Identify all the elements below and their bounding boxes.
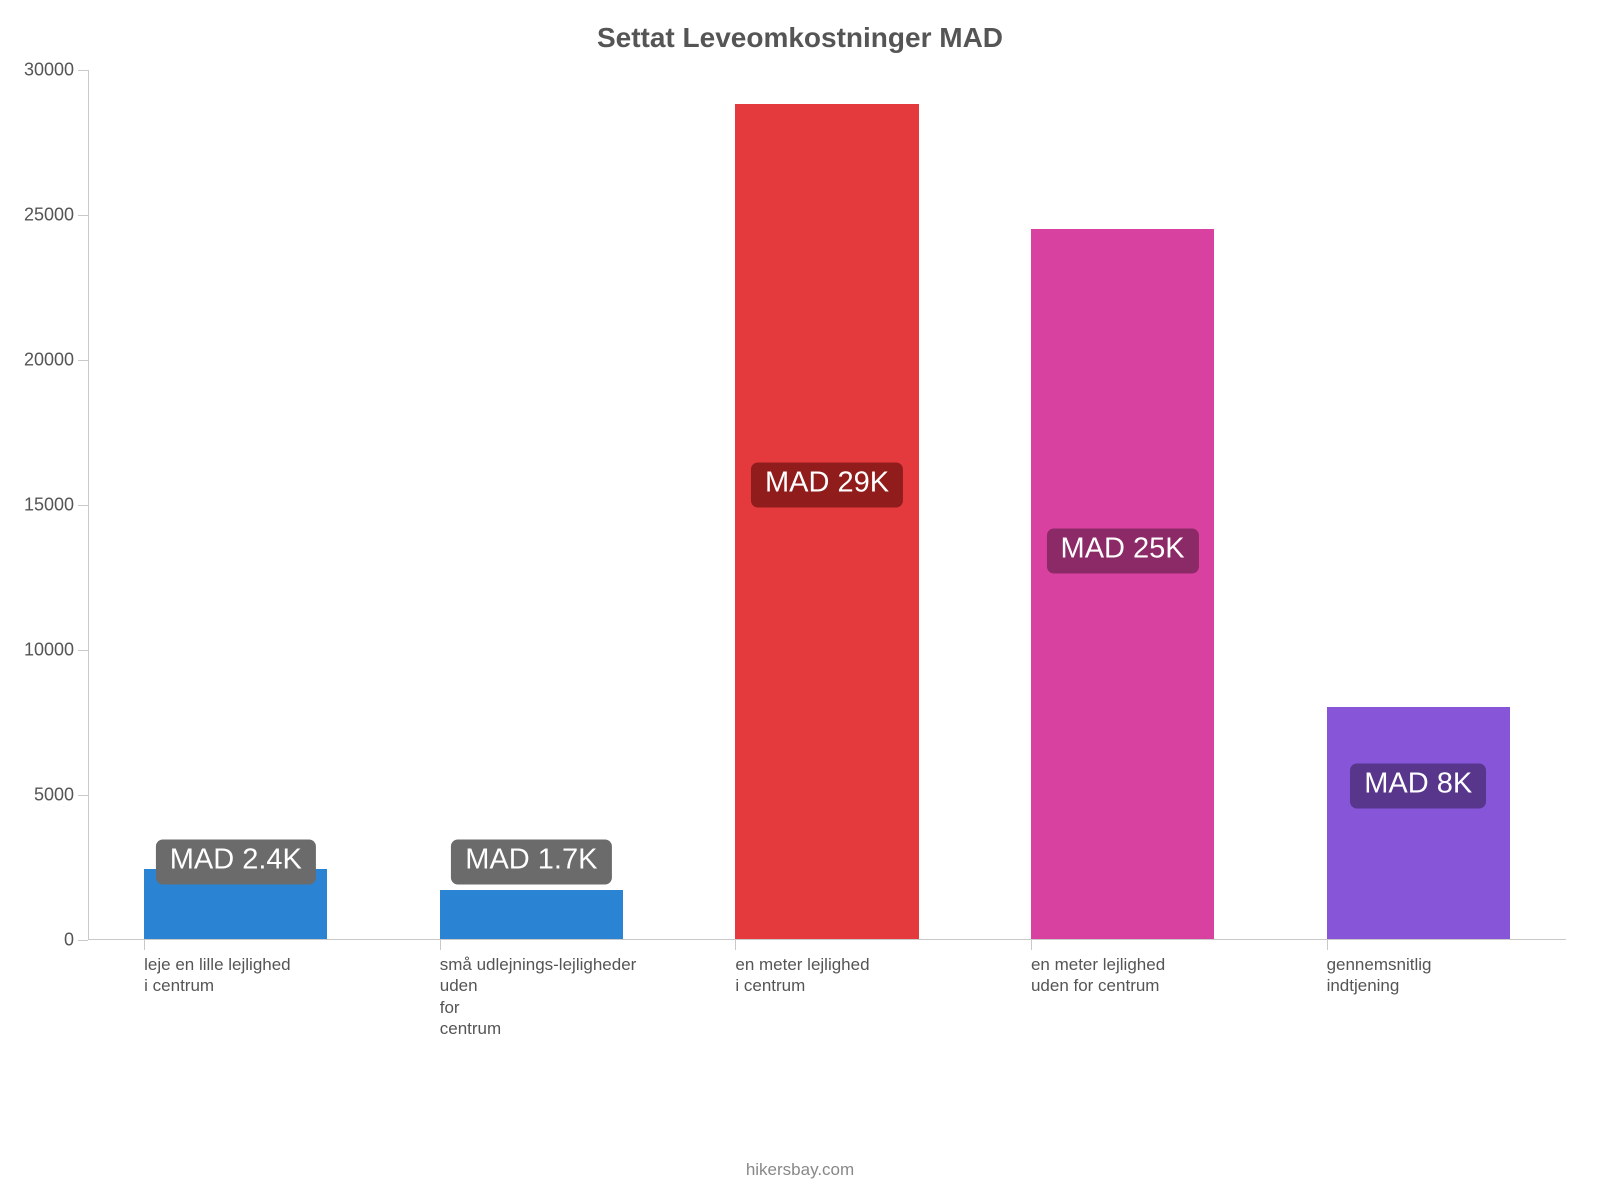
x-tick: [144, 940, 145, 950]
y-tick: [78, 795, 88, 796]
bar: [1031, 229, 1214, 940]
y-tick: [78, 650, 88, 651]
bar: [440, 890, 623, 939]
value-label: MAD 25K: [1047, 529, 1199, 574]
x-tick: [1327, 940, 1328, 950]
bar: [735, 104, 918, 939]
value-label: MAD 1.7K: [451, 839, 611, 884]
y-tick: [78, 70, 88, 71]
x-category-label: leje en lille lejlighedi centrum: [144, 954, 367, 997]
x-tick: [440, 940, 441, 950]
x-category-label: en meter lejligheduden for centrum: [1031, 954, 1254, 997]
y-tick-label: 25000: [24, 205, 74, 226]
x-tick: [735, 940, 736, 950]
y-tick-label: 20000: [24, 350, 74, 371]
x-axis: [88, 939, 1566, 940]
y-tick: [78, 360, 88, 361]
y-axis: [88, 70, 89, 940]
y-tick-label: 10000: [24, 640, 74, 661]
y-tick-label: 15000: [24, 495, 74, 516]
source-label: hikersbay.com: [0, 1160, 1600, 1180]
value-label: MAD 29K: [751, 462, 903, 507]
y-tick: [78, 505, 88, 506]
y-tick: [78, 215, 88, 216]
value-label: MAD 8K: [1350, 764, 1486, 809]
bar: [1327, 707, 1510, 939]
y-tick-label: 5000: [34, 785, 74, 806]
x-category-label: små udlejnings-lejlighederudenforcentrum: [440, 954, 663, 1039]
plot-area: 050001000015000200002500030000leje en li…: [88, 70, 1566, 940]
chart-title: Settat Leveomkostninger MAD: [0, 22, 1600, 54]
y-tick: [78, 940, 88, 941]
x-tick: [1031, 940, 1032, 950]
y-tick-label: 0: [64, 930, 74, 951]
x-category-label: en meter lejlighedi centrum: [735, 954, 958, 997]
y-tick-label: 30000: [24, 60, 74, 81]
value-label: MAD 2.4K: [156, 839, 316, 884]
x-category-label: gennemsnitligindtjening: [1327, 954, 1550, 997]
chart-container: Settat Leveomkostninger MAD 050001000015…: [0, 0, 1600, 1200]
